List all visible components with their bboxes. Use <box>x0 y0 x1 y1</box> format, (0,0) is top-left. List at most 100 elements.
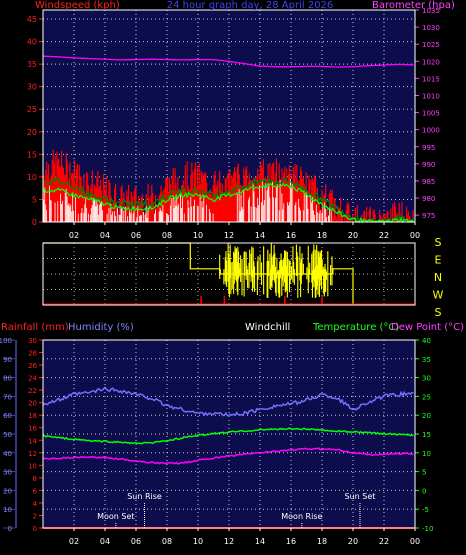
wind-left-tick-label: 25 <box>27 105 37 114</box>
astro-annotation: Moon Set <box>97 512 134 521</box>
temperature-axis-title: Temperature (°C) <box>312 322 399 333</box>
wind-left-tick-label: 40 <box>27 38 37 47</box>
humidity-tick-label: 100 <box>0 337 12 345</box>
direction-compass-label: N <box>434 271 442 284</box>
direction-line <box>43 242 415 305</box>
direction-compass-label: S <box>435 306 442 319</box>
barometer-axis-title: Barometer (hpa) <box>372 0 455 11</box>
temp-right-tick-label: 35 <box>422 356 431 364</box>
wind-left-tick-label: 20 <box>27 128 37 137</box>
temp-right-tick-label: 25 <box>422 393 431 401</box>
humidity-tick-label: 20 <box>3 487 12 495</box>
astro-annotation: Moon Rise <box>281 512 322 521</box>
temp-x-tick-label: 00 <box>410 537 420 546</box>
temp-right-tick-label: 20 <box>422 412 431 420</box>
humidity-tick-label: 50 <box>3 431 12 439</box>
baro-right-tick-label: 985 <box>422 178 435 186</box>
humidity-line <box>42 386 414 417</box>
wind-x-tick-label: 16 <box>286 231 296 240</box>
temp-x-tick-label: 10 <box>193 537 203 546</box>
wind-x-tick-label: 08 <box>162 231 172 240</box>
wind-x-tick-label: 02 <box>69 231 79 240</box>
humidity-tick-label: 0 <box>8 525 12 533</box>
humidity-tick-label: 80 <box>3 375 12 383</box>
baro-right-tick-label: 1015 <box>422 75 440 83</box>
temp-x-tick-label: 20 <box>348 537 358 546</box>
rain-tick-label: 26 <box>28 362 37 370</box>
wind-x-tick-label: 12 <box>224 231 234 240</box>
wind-x-tick-label: 22 <box>379 231 389 240</box>
rain-tick-label: 4 <box>33 500 38 508</box>
baro-right-tick-label: 1010 <box>422 92 440 100</box>
series-layer <box>42 55 415 529</box>
temp-x-tick-label: 18 <box>317 537 327 546</box>
dew-point-axis-title: Dew Point (°C) <box>391 322 464 333</box>
baro-right-tick-label: 995 <box>422 144 435 152</box>
temp-x-tick-label: 08 <box>162 537 172 546</box>
rainfall-axis-title: Rainfall (mm) <box>1 322 69 333</box>
wind-x-tick-label: 14 <box>255 231 265 240</box>
rain-tick-label: 14 <box>28 437 37 445</box>
temp-right-tick-label: 0 <box>422 487 426 495</box>
baro-right-tick-label: 975 <box>422 212 435 220</box>
dew-point-line <box>42 447 414 465</box>
baro-right-tick-label: 1030 <box>422 24 440 32</box>
wind-x-tick-label: 10 <box>193 231 203 240</box>
temp-x-tick-label: 06 <box>131 537 141 546</box>
wind-x-tick-label: 04 <box>100 231 110 240</box>
rain-tick-label: 12 <box>28 450 37 458</box>
astro-annotation: Sun Set <box>345 492 376 501</box>
wind-x-tick-label: 06 <box>131 231 141 240</box>
wind-left-tick-label: 10 <box>27 173 37 182</box>
humidity-tick-label: 40 <box>3 450 12 458</box>
direction-compass-label: E <box>435 254 442 267</box>
rain-tick-label: 8 <box>33 475 37 483</box>
average-wind-line <box>42 182 414 224</box>
temp-x-tick-label: 02 <box>69 537 79 546</box>
rain-tick-label: 28 <box>28 350 37 358</box>
baro-right-tick-label: 980 <box>422 195 435 203</box>
direction-panel-frame <box>42 242 416 306</box>
direction-compass-label: S <box>435 236 442 249</box>
wind-left-tick-label: 5 <box>32 195 37 204</box>
temp-right-tick-label: 15 <box>422 431 431 439</box>
humidity-tick-label: 30 <box>3 469 12 477</box>
temp-x-tick-label: 22 <box>379 537 389 546</box>
rain-tick-label: 10 <box>28 462 37 470</box>
wind-left-tick-label: 0 <box>32 218 37 227</box>
temp-right-tick-label: 30 <box>422 375 431 383</box>
temp-right-tick-label: -10 <box>422 525 433 533</box>
baro-right-tick-label: 1005 <box>422 110 440 118</box>
wind-x-tick-label: 00 <box>410 231 420 240</box>
rain-tick-label: 16 <box>28 425 37 433</box>
wind-x-tick-label: 18 <box>317 231 327 240</box>
rain-tick-label: 6 <box>33 487 38 495</box>
humidity-axis-title: Humidity (%) <box>68 322 134 333</box>
baro-right-tick-label: 1025 <box>422 41 440 49</box>
humidity-tick-label: 10 <box>3 506 12 514</box>
rain-tick-label: 18 <box>28 412 37 420</box>
rain-tick-label: 22 <box>28 387 37 395</box>
wind-left-tick-label: 45 <box>27 15 37 24</box>
baro-right-tick-label: 1035 <box>422 7 440 15</box>
gust-line <box>42 177 415 224</box>
rain-tick-label: 0 <box>33 525 37 533</box>
chart-title: 24 hour graph day, 28 April 2026 <box>167 0 334 11</box>
wind-left-tick-label: 30 <box>27 83 37 92</box>
temp-right-tick-label: 40 <box>422 337 431 345</box>
wind-left-tick-label: 35 <box>27 60 37 69</box>
baro-right-tick-label: 1020 <box>422 58 440 66</box>
temp-x-tick-label: 14 <box>255 537 265 546</box>
baro-right-tick-label: 1000 <box>422 127 440 135</box>
temp-right-tick-label: 5 <box>422 469 426 477</box>
temp-right-tick-label: -5 <box>422 506 429 514</box>
rain-tick-label: 30 <box>28 337 37 345</box>
humidity-tick-label: 60 <box>3 412 12 420</box>
humidity-tick-label: 90 <box>3 356 12 364</box>
wind-left-tick-label: 15 <box>27 150 37 159</box>
humidity-tick-label: 70 <box>3 393 12 401</box>
rain-tick-label: 20 <box>28 400 37 408</box>
temperature-line <box>43 427 414 445</box>
windchill-label: Windchill <box>245 322 290 333</box>
